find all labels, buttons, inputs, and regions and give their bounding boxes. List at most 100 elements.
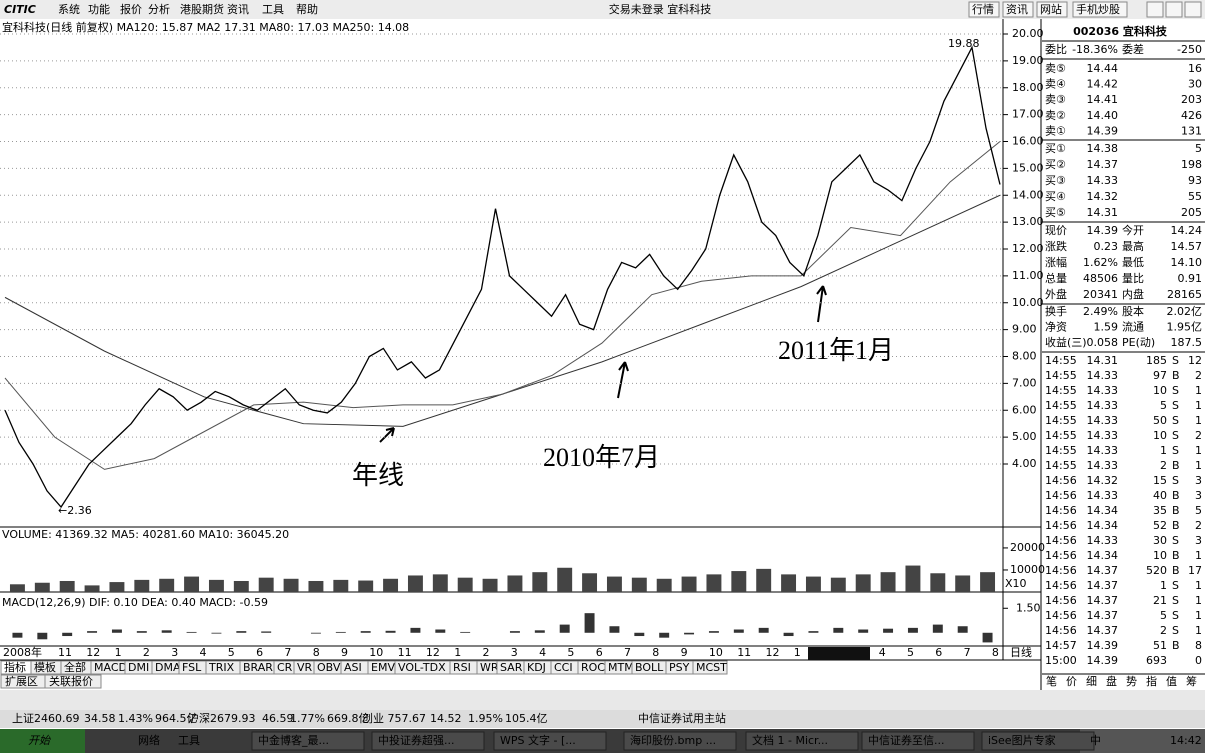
top-button[interactable]: 手机炒股 xyxy=(1076,2,1120,16)
task-button[interactable] xyxy=(981,731,1095,751)
indicator-tab[interactable]: BOLL xyxy=(635,661,664,674)
volume-bar xyxy=(59,580,75,592)
task-button[interactable] xyxy=(861,731,975,751)
task-label[interactable]: 网络 xyxy=(138,733,160,747)
indicator-tab[interactable]: MTM xyxy=(608,661,634,674)
indicator-tab[interactable]: OBV xyxy=(317,661,341,674)
task-label[interactable]: 文档 1 - Micr... xyxy=(752,733,828,747)
trade-volume: 52 xyxy=(1153,519,1167,532)
field-label: 委比 xyxy=(1045,43,1067,56)
indicator-tab[interactable]: MCST xyxy=(696,661,727,674)
volume-bar xyxy=(283,578,299,592)
menu-item[interactable]: 港股期货 xyxy=(180,2,224,16)
trade-count: 1 xyxy=(1195,579,1202,592)
indicator-tab[interactable]: SAR xyxy=(500,661,523,674)
task-button[interactable] xyxy=(251,731,365,751)
tab-frame xyxy=(692,660,728,675)
task-label[interactable]: 中投证券超强... xyxy=(378,733,455,747)
panel-tab[interactable]: 指 xyxy=(1146,674,1157,688)
window-control[interactable] xyxy=(1165,1,1183,18)
macd-bar xyxy=(584,613,595,633)
window-control[interactable] xyxy=(1184,1,1202,18)
indicator-tab[interactable]: VR xyxy=(297,661,313,674)
tray xyxy=(1080,729,1205,753)
menu-item[interactable]: 资讯 xyxy=(227,3,249,16)
panel-tab[interactable]: 盘 xyxy=(1106,674,1117,688)
panel-tab[interactable]: 势 xyxy=(1126,675,1137,688)
trade-volume: 5 xyxy=(1160,399,1167,412)
indicator-tab[interactable]: MACD xyxy=(94,661,127,674)
trade-side: S xyxy=(1172,474,1179,487)
task-label[interactable]: 中金博客_最... xyxy=(258,733,329,747)
menu-item[interactable]: 帮助 xyxy=(296,2,318,16)
window-control[interactable] xyxy=(1146,1,1164,18)
sub-tab[interactable]: 关联报价 xyxy=(49,674,93,688)
menu-item[interactable]: 功能 xyxy=(88,2,110,16)
indicator-tab[interactable]: CR xyxy=(277,661,293,674)
indicator-tab[interactable]: 模板 xyxy=(34,660,56,674)
task-label[interactable]: WPS 文字 - [... xyxy=(500,733,576,747)
trade-time: 14:55 xyxy=(1045,459,1077,472)
field-label: 量比 xyxy=(1122,272,1144,285)
indicator-tab[interactable]: 全部 xyxy=(64,660,86,674)
arrow xyxy=(816,285,827,323)
indicator-tab[interactable]: RSI xyxy=(453,661,471,674)
task-button[interactable] xyxy=(493,731,607,751)
field-value: 0.058 xyxy=(1087,336,1119,349)
indicator-tab[interactable]: FSL xyxy=(182,661,202,674)
field-label: 涨幅 xyxy=(1045,256,1067,269)
task-label[interactable]: 中信证券至信... xyxy=(868,733,945,747)
indicator-tab[interactable]: DMA xyxy=(155,661,181,674)
indicator-tab[interactable]: CCI xyxy=(554,661,573,674)
indicator-tab[interactable]: DMI xyxy=(128,661,149,674)
field-value: 1.62% xyxy=(1083,256,1118,269)
trade-side: S xyxy=(1172,579,1179,592)
top-button[interactable]: 行情 xyxy=(972,3,994,16)
menu-item[interactable]: 工具 xyxy=(262,3,284,16)
tab-frame xyxy=(44,674,102,689)
index-quote: 上证2460.69 xyxy=(12,712,80,725)
task-label[interactable]: 海印股份.bmp ... xyxy=(630,733,716,747)
date-label: 7 xyxy=(284,646,291,659)
indicator-tab[interactable]: TRIX xyxy=(208,661,235,674)
unit-label: X10 xyxy=(1005,577,1027,590)
indicator-tab[interactable]: BRAR xyxy=(243,661,273,674)
task-button[interactable] xyxy=(623,731,737,751)
macd-bar xyxy=(932,624,943,633)
task-button[interactable] xyxy=(745,731,859,751)
menu-item[interactable]: 系统 xyxy=(58,3,80,16)
trade-time: 14:55 xyxy=(1045,429,1077,442)
date-label: 7 xyxy=(624,646,631,659)
macd-header: MACD(12,26,9) DIF: 0.10 DEA: 0.40 MACD: … xyxy=(2,596,268,609)
arrow xyxy=(379,427,395,443)
y-tick-label: 11.00 xyxy=(1012,269,1044,282)
menu-item[interactable]: 报价 xyxy=(120,2,142,16)
indicator-tab[interactable]: 指标 xyxy=(4,660,26,674)
panel-tab[interactable]: 笔 xyxy=(1046,674,1057,688)
task-label[interactable]: iSee图片专家 xyxy=(988,733,1056,747)
indicator-tab[interactable]: ASI xyxy=(344,661,362,674)
menu-item[interactable]: 分析 xyxy=(148,2,170,16)
start-label[interactable]: 开始 xyxy=(28,734,51,747)
indicator-tab[interactable]: VOL-TDX xyxy=(398,661,446,674)
ask-label: 卖⑤ xyxy=(1045,62,1066,75)
start-button[interactable] xyxy=(0,729,85,753)
indicator-tab[interactable]: WR xyxy=(480,661,499,674)
bid-price: 14.37 xyxy=(1087,158,1119,171)
indicator-tab[interactable]: PSY xyxy=(669,661,690,674)
top-button[interactable]: 网站 xyxy=(1040,2,1062,16)
sub-tab[interactable]: 扩展区 xyxy=(5,674,38,688)
panel-tab[interactable]: 值 xyxy=(1166,675,1177,688)
volume-header: VOLUME: 41369.32 MA5: 40281.60 MA10: 360… xyxy=(2,528,289,541)
y-tick-label: 10000 xyxy=(1010,563,1045,576)
panel-tab[interactable]: 价 xyxy=(1066,675,1077,688)
indicator-tab[interactable]: KDJ xyxy=(527,661,546,674)
panel-tab[interactable]: 筹 xyxy=(1186,674,1197,688)
task-label[interactable]: 工具 xyxy=(178,734,200,747)
task-button[interactable] xyxy=(371,731,485,751)
indicator-tab[interactable]: EMV xyxy=(371,661,395,674)
volume-bar xyxy=(507,575,523,592)
top-button[interactable]: 资讯 xyxy=(1006,3,1028,16)
indicator-tab[interactable]: ROC xyxy=(581,661,605,674)
panel-tab[interactable]: 细 xyxy=(1086,675,1097,688)
